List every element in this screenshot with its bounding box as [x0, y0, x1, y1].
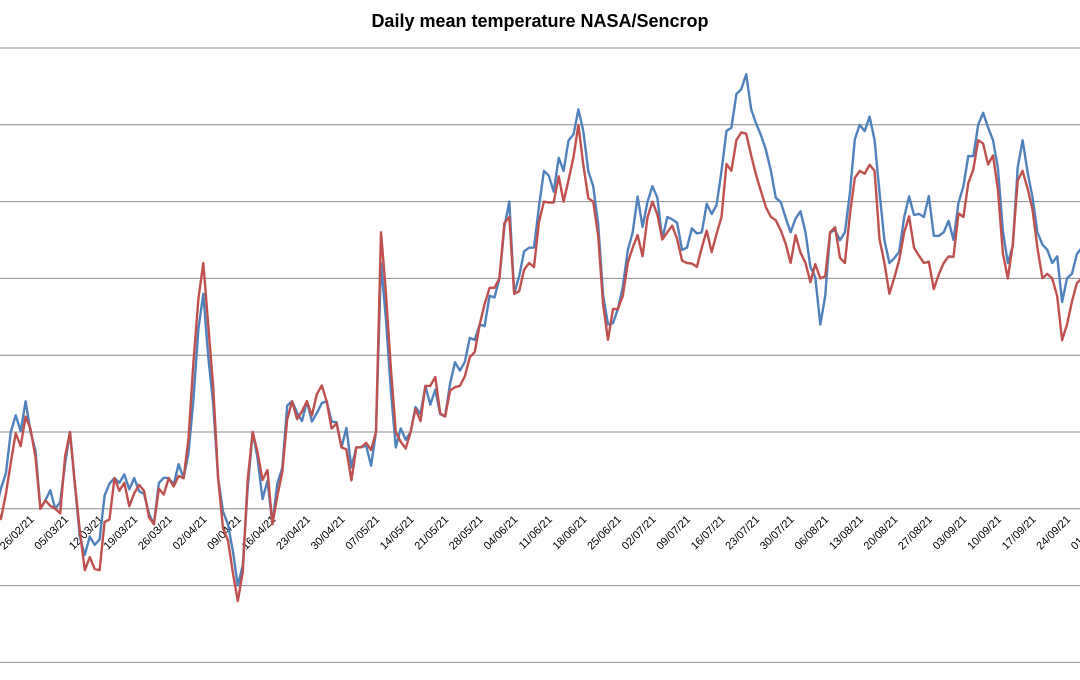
x-tick-label: 30/07/21: [758, 514, 797, 553]
x-tick-label: 24/09/21: [1034, 514, 1073, 553]
x-tick-label: 20/08/21: [862, 514, 901, 553]
x-tick-label: 16/07/21: [689, 514, 728, 553]
x-tick-label: 04/06/21: [482, 514, 521, 553]
x-tick-label: 21/05/21: [413, 514, 452, 553]
x-tick-label: 05/03/21: [32, 514, 71, 553]
series-line-1: [0, 73, 1080, 587]
x-tick-label: 02/07/21: [620, 514, 659, 553]
x-tick-label: 25/06/21: [585, 514, 624, 553]
x-tick-label: 09/07/21: [654, 514, 693, 553]
x-tick-label: 13/08/21: [827, 514, 866, 553]
x-tick-label: 23/07/21: [723, 514, 762, 553]
x-tick-label: 28/05/21: [447, 514, 486, 553]
x-tick-label: 27/08/21: [896, 514, 935, 553]
x-tick-label: 11/06/21: [517, 514, 555, 552]
x-tick-label: 02/04/21: [171, 514, 210, 553]
x-tick-label: 01/10/21: [1069, 514, 1080, 553]
x-tick-label: 30/04/21: [309, 514, 348, 553]
chart-title: Daily mean temperature NASA/Sencrop: [371, 11, 709, 31]
x-tick-label: 07/05/21: [343, 514, 382, 553]
x-tick-label: 26/02/21: [0, 514, 37, 553]
x-tick-label: 03/09/21: [931, 514, 970, 553]
x-tick-label: 17/09/21: [1000, 514, 1039, 553]
x-tick-label: 14/05/21: [378, 514, 417, 553]
x-tick-label: 06/08/21: [793, 514, 832, 553]
x-tick-label: 18/06/21: [551, 514, 590, 553]
x-tick-label: 10/09/21: [965, 514, 1004, 553]
series-line-2: [0, 123, 1080, 603]
x-tick-label: 23/04/21: [274, 514, 313, 553]
